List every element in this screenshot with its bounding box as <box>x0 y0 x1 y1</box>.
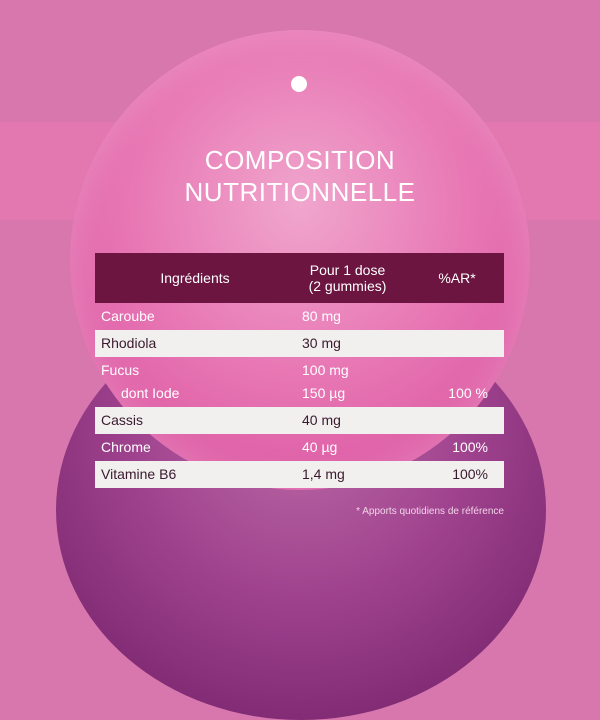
table-row: dont Iode 150 µg 100 % <box>95 380 504 407</box>
hang-hole <box>291 76 307 92</box>
row-name: Chrome <box>101 439 151 455</box>
row-name: dont Iode <box>121 385 180 401</box>
row-name: Cassis <box>101 412 144 428</box>
table-row: Fucus 100 mg <box>95 357 504 380</box>
row-dose: 40 µg <box>302 439 338 455</box>
row-ar: 100% <box>452 466 488 482</box>
table-row: Vitamine B6 1,4 mg 100% <box>95 461 504 488</box>
header-ar: %AR* <box>438 270 476 286</box>
row-ar: 100 % <box>448 385 488 401</box>
table-row: Rhodiola 30 mg <box>95 330 504 357</box>
row-dose: 80 mg <box>302 308 341 324</box>
header-ingredients: Ingrédients <box>160 270 230 286</box>
row-name: Rhodiola <box>101 335 157 351</box>
title-line-2: NUTRITIONNELLE <box>184 177 416 207</box>
row-name: Vitamine B6 <box>101 466 177 482</box>
table-row: Caroube 80 mg <box>95 303 504 330</box>
header-dose-line1: Pour 1 dose <box>309 262 386 278</box>
title-line-1: COMPOSITION <box>204 145 396 175</box>
row-dose: 150 µg <box>302 385 346 401</box>
row-dose: 40 mg <box>302 412 341 428</box>
table-row: Chrome 40 µg 100% <box>95 434 504 461</box>
row-dose: 1,4 mg <box>302 466 345 482</box>
table-row: Cassis 40 mg <box>95 407 504 434</box>
row-dose: 100 mg <box>302 362 349 378</box>
nutrition-table: Ingrédients Pour 1 dose (2 gummies) %AR*… <box>95 253 504 488</box>
header-dose-line2: (2 gummies) <box>308 278 387 294</box>
table-header: Ingrédients Pour 1 dose (2 gummies) %AR* <box>95 253 504 303</box>
row-dose: 30 mg <box>302 335 341 351</box>
row-ar: 100% <box>452 439 488 455</box>
header-dose: Pour 1 dose (2 gummies) <box>285 262 410 294</box>
footnote: * Apports quotidiens de référence <box>356 506 504 517</box>
row-name: Fucus <box>101 362 140 378</box>
row-name: Caroube <box>101 308 155 324</box>
